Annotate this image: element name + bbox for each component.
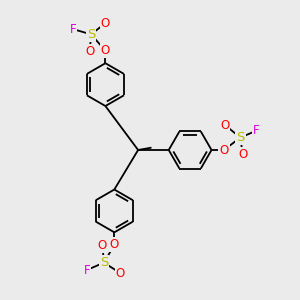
Text: S: S [236, 131, 244, 144]
Text: S: S [100, 256, 108, 269]
Text: O: O [116, 266, 125, 280]
Text: F: F [253, 124, 259, 137]
Text: F: F [69, 22, 76, 35]
Text: O: O [110, 238, 119, 251]
Text: S: S [87, 28, 95, 41]
Text: O: O [219, 143, 229, 157]
Text: O: O [101, 44, 110, 57]
Text: O: O [220, 118, 230, 131]
Text: O: O [101, 16, 110, 30]
Text: O: O [238, 148, 248, 161]
Text: O: O [85, 45, 94, 58]
Text: F: F [83, 264, 90, 277]
Text: O: O [98, 239, 107, 252]
